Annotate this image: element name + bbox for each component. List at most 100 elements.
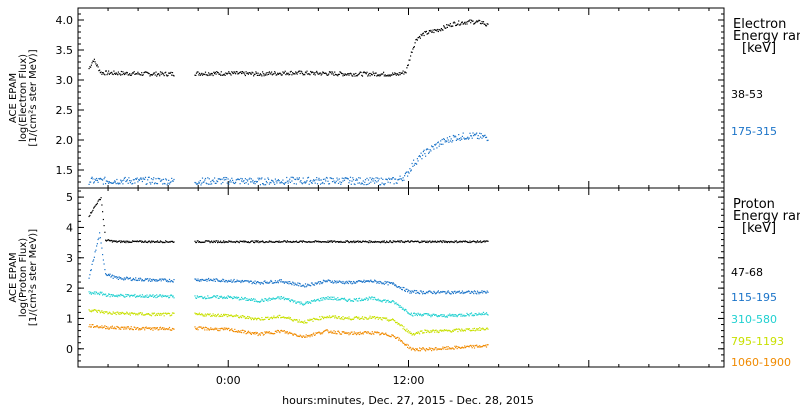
- data-point: [159, 327, 161, 329]
- data-point: [157, 279, 159, 282]
- data-point: [241, 72, 243, 75]
- data-point: [367, 318, 370, 320]
- data-point: [460, 315, 462, 317]
- data-point: [159, 75, 161, 77]
- data-point: [371, 296, 373, 298]
- data-point: [228, 240, 230, 242]
- data-point: [364, 331, 366, 333]
- data-point: [293, 333, 295, 335]
- data-point: [162, 312, 165, 314]
- data-point: [408, 290, 410, 292]
- data-point: [272, 282, 274, 284]
- data-point: [228, 71, 230, 73]
- data-point: [123, 326, 125, 328]
- data-point: [374, 296, 376, 299]
- data-point: [404, 175, 406, 177]
- data-point: [475, 242, 477, 244]
- data-point: [158, 241, 160, 243]
- data-point: [161, 278, 163, 280]
- data-point: [154, 295, 156, 297]
- data-point: [249, 72, 251, 74]
- data-point: [135, 313, 137, 315]
- data-point: [446, 330, 448, 332]
- data-point: [380, 317, 382, 319]
- data-point: [279, 241, 281, 243]
- data-point: [153, 72, 155, 74]
- data-point: [339, 181, 341, 183]
- data-point: [286, 317, 288, 319]
- data-point: [434, 241, 436, 243]
- data-point: [248, 281, 250, 284]
- data-point: [387, 181, 389, 183]
- data-point: [329, 177, 331, 179]
- data-point: [271, 316, 273, 318]
- data-point: [286, 73, 288, 75]
- data-point: [94, 293, 96, 295]
- data-point: [362, 72, 364, 74]
- data-point: [93, 326, 95, 328]
- data-point: [393, 336, 395, 338]
- data-point: [244, 330, 246, 332]
- y-axis-label-line: [1/(cm²s ster MeV)]: [28, 49, 39, 146]
- data-point: [158, 313, 160, 315]
- data-point: [270, 298, 272, 300]
- data-point: [471, 347, 473, 349]
- data-point: [378, 74, 380, 76]
- data-point: [143, 280, 145, 282]
- data-point: [371, 280, 373, 282]
- data-point: [249, 280, 251, 282]
- data-point: [478, 293, 480, 295]
- data-point: [298, 177, 300, 179]
- data-point: [260, 281, 262, 284]
- data-point: [301, 285, 303, 287]
- data-point: [325, 316, 327, 318]
- data-point: [339, 71, 341, 73]
- legend-item-47-68: 47-68: [731, 266, 763, 279]
- data-point: [395, 337, 397, 339]
- data-point: [139, 294, 141, 296]
- data-point: [171, 74, 173, 76]
- data-point: [211, 314, 213, 317]
- data-point: [153, 327, 155, 329]
- data-point: [477, 328, 479, 330]
- data-point: [94, 326, 96, 328]
- data-point: [195, 313, 198, 315]
- data-point: [374, 316, 376, 318]
- data-point: [334, 298, 336, 300]
- data-point: [314, 240, 316, 242]
- data-point: [356, 300, 358, 302]
- data-point: [322, 281, 324, 284]
- data-point: [292, 73, 294, 75]
- data-point: [484, 241, 486, 243]
- data-point: [141, 74, 143, 76]
- data-point: [133, 295, 135, 297]
- data-point: [213, 240, 215, 242]
- data-point: [219, 315, 221, 317]
- data-point: [349, 318, 352, 321]
- data-point: [406, 240, 408, 243]
- data-point: [392, 318, 394, 320]
- data-point: [103, 225, 105, 227]
- data-point: [465, 328, 467, 330]
- data-point: [382, 317, 384, 319]
- data-point: [319, 240, 321, 243]
- data-point: [410, 347, 412, 349]
- data-point: [111, 239, 113, 242]
- data-point: [147, 296, 150, 298]
- data-point: [327, 74, 329, 76]
- data-point: [324, 178, 326, 180]
- data-point: [259, 241, 261, 243]
- data-point: [428, 152, 430, 154]
- data-point: [370, 240, 372, 242]
- data-point: [108, 273, 110, 275]
- data-point: [203, 279, 205, 281]
- data-point: [417, 160, 419, 162]
- data-point: [164, 72, 166, 74]
- data-point: [431, 241, 433, 243]
- data-point: [221, 74, 223, 76]
- data-point: [346, 73, 349, 75]
- data-point: [204, 240, 207, 242]
- data-point: [268, 71, 270, 73]
- data-point: [195, 279, 198, 281]
- y-tick-label: 3.0: [56, 74, 74, 87]
